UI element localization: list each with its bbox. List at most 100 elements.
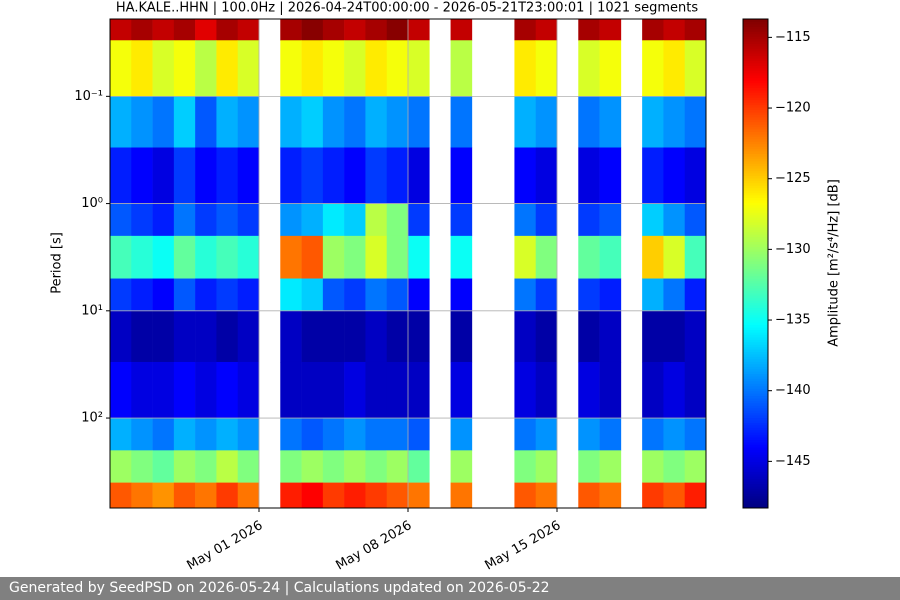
heatmap-cell — [301, 278, 324, 312]
colorbar-swatch — [743, 87, 768, 91]
heatmap-cell — [195, 147, 217, 204]
colorbar-swatch — [743, 99, 768, 103]
heatmap-cell — [386, 482, 409, 509]
heatmap-cell — [173, 278, 196, 312]
colorbar-swatch — [743, 261, 768, 264]
heatmap-cell — [344, 203, 366, 237]
colorbar-swatch — [743, 292, 768, 296]
heatmap-cell — [535, 278, 558, 312]
colorbar-swatch — [743, 23, 768, 27]
colorbar-swatch — [743, 207, 768, 211]
heatmap-cell — [663, 310, 686, 363]
heatmap-cell — [578, 450, 600, 483]
heatmap-cell — [663, 450, 686, 483]
heatmap-cell — [195, 310, 217, 363]
heatmap-cell — [301, 40, 324, 97]
heatmap-cell — [684, 147, 707, 204]
heatmap-cell — [535, 147, 558, 204]
colorbar-swatch — [743, 505, 768, 509]
heatmap-cell — [514, 203, 537, 237]
heatmap-cell — [280, 203, 302, 237]
heatmap-cell — [663, 203, 686, 237]
heatmap-cell — [599, 278, 622, 312]
colorbar-swatch — [743, 67, 768, 71]
heatmap-cell — [599, 40, 622, 97]
heatmap-cell — [578, 310, 600, 363]
colorbar-swatch — [743, 111, 768, 115]
colorbar-swatch — [743, 439, 768, 443]
colorbar-tick-label: −145 — [775, 454, 811, 469]
heatmap-cell — [173, 96, 196, 148]
colorbar-swatch — [743, 493, 768, 497]
heatmap-cell — [110, 96, 132, 148]
colorbar-swatch — [743, 309, 768, 313]
heatmap-cell — [301, 310, 324, 363]
y-tick-label: 10² — [81, 411, 103, 426]
heatmap-cell — [131, 203, 153, 237]
heatmap-cell — [408, 310, 430, 363]
heatmap-cell — [216, 235, 239, 279]
colorbar-swatch — [743, 236, 768, 240]
heatmap-cell — [152, 361, 175, 419]
colorbar-swatch — [743, 341, 768, 345]
heatmap-cell — [642, 96, 664, 148]
colorbar-swatch — [743, 346, 768, 350]
colorbar-swatch — [743, 60, 768, 64]
heatmap-cell — [131, 235, 153, 279]
colorbar-tick-label: −125 — [775, 171, 811, 186]
colorbar-swatch — [743, 478, 768, 482]
colorbar-swatch — [743, 141, 768, 145]
heatmap-cell — [535, 361, 558, 419]
colorbar-swatch — [743, 395, 768, 399]
colorbar-swatch — [743, 36, 768, 40]
heatmap-cell — [152, 450, 175, 483]
heatmap-cell — [131, 147, 153, 204]
heatmap-cell — [173, 235, 196, 279]
heatmap-cell — [280, 278, 302, 312]
colorbar-swatch — [743, 148, 768, 152]
heatmap-cell — [642, 482, 664, 509]
heatmap-cell — [535, 19, 558, 41]
heatmap-cell — [344, 96, 366, 148]
colorbar-swatch — [743, 48, 768, 52]
colorbar-swatch — [743, 143, 768, 147]
heatmap-cell — [173, 147, 196, 204]
heatmap-cell — [322, 482, 345, 509]
heatmap-cell — [322, 235, 345, 279]
heatmap-cell — [365, 450, 388, 483]
heatmap-cell — [216, 40, 239, 97]
heatmap-cell — [599, 361, 622, 419]
heatmap-cell — [535, 96, 558, 148]
colorbar-swatch — [743, 251, 768, 255]
colorbar-swatch — [743, 131, 768, 135]
colorbar-swatch — [743, 202, 768, 206]
colorbar-swatch — [743, 241, 768, 245]
colorbar-swatch — [743, 383, 768, 387]
colorbar-swatch — [743, 209, 768, 213]
heatmap-cell — [110, 40, 132, 97]
colorbar-swatch — [743, 119, 768, 123]
heatmap-cell — [216, 96, 239, 148]
heatmap-cell — [216, 482, 239, 509]
heatmap-cell — [344, 418, 366, 451]
colorbar-swatch — [743, 410, 768, 414]
colorbar-swatch — [743, 229, 768, 233]
colorbar-swatch — [743, 239, 768, 242]
heatmap-cell — [450, 278, 473, 312]
heatmap-cell — [152, 235, 175, 279]
heatmap-cell — [599, 310, 622, 363]
colorbar-swatch — [743, 302, 768, 306]
colorbar-swatch — [743, 151, 768, 154]
heatmap-cell — [110, 19, 132, 41]
heatmap-cell — [344, 278, 366, 312]
colorbar-swatch — [743, 393, 768, 397]
colorbar-swatch — [743, 133, 768, 137]
colorbar-swatch — [743, 129, 768, 132]
heatmap-cell — [152, 418, 175, 451]
heatmap-cell — [599, 235, 622, 279]
heatmap-cell — [578, 418, 600, 451]
colorbar-swatch — [743, 126, 768, 130]
heatmap-cell — [514, 235, 537, 279]
colorbar-swatch — [743, 104, 768, 108]
heatmap-cell — [131, 40, 153, 97]
